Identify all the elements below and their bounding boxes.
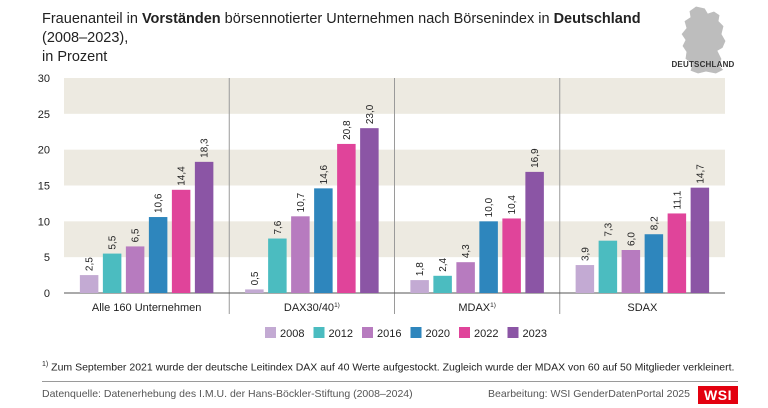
data-label: 16,9 [530, 148, 541, 168]
y-tick-label: 15 [38, 181, 50, 193]
bar-2023-1 [194, 161, 214, 293]
bar-2012-3 [433, 275, 452, 293]
data-label: 14,7 [695, 164, 706, 184]
data-label: 18,3 [200, 138, 211, 158]
footnote: 1) Zum September 2021 wurde der deutsche… [42, 361, 734, 374]
title-bold-deutschland: Deutschland [553, 11, 641, 27]
data-label: 4,3 [461, 244, 472, 258]
y-tick-label: 5 [44, 252, 50, 264]
footer-divider [42, 381, 738, 382]
credit: Bearbeitung: WSI GenderDatenPortal 2025 [488, 388, 690, 400]
data-label: 11,1 [672, 190, 683, 209]
bar-2023-3 [525, 171, 544, 293]
data-label: 7,3 [603, 222, 614, 236]
data-label: 7,6 [273, 220, 284, 234]
bar-2008-2 [245, 289, 264, 293]
data-label: 5,5 [108, 235, 119, 249]
data-label: 10,6 [154, 193, 165, 213]
bar-2008-3 [410, 280, 429, 293]
y-tick-label: 10 [38, 216, 50, 228]
y-tick-label: 0 [44, 288, 50, 300]
data-source: Datenquelle: Datenerhebung des I.M.U. de… [42, 388, 413, 400]
legend-label-2023: 2023 [523, 328, 547, 340]
y-tick-label: 30 [38, 73, 50, 85]
bar-2023-2 [360, 128, 379, 293]
legend-label-2008: 2008 [280, 328, 304, 340]
wsi-logo: WSI [698, 386, 738, 404]
footnote-marker: 1) [42, 361, 49, 368]
bar-2012-2 [268, 238, 287, 293]
chart-title: Frauenanteil in Vorständen börsennotiert… [42, 10, 662, 67]
legend-swatch-2023 [507, 327, 519, 338]
bar-2012-4 [598, 240, 618, 293]
bar-2016-4 [621, 250, 641, 293]
bar-2022-2 [337, 143, 356, 293]
bar-2016-3 [456, 262, 475, 293]
bar-2023-4 [690, 187, 710, 293]
data-label: 14,6 [319, 164, 330, 184]
legend-swatch-2022 [459, 327, 470, 338]
category-footnote-marker: 1) [490, 302, 496, 309]
legend-label-2020: 2020 [426, 328, 450, 340]
data-label: 2,4 [438, 257, 449, 271]
data-label: 6,0 [626, 232, 637, 246]
legend-swatch-2016 [362, 327, 373, 338]
y-tick-label: 20 [38, 145, 50, 157]
y-tick-label: 25 [38, 109, 50, 121]
bar-2022-4 [667, 213, 687, 293]
data-label: 10,7 [296, 192, 307, 212]
bar-2012-1 [102, 253, 122, 293]
data-label: 8,2 [649, 216, 660, 230]
category-label: MDAX1) [458, 302, 496, 314]
legend-swatch-2012 [313, 327, 325, 338]
data-label: 23,0 [365, 104, 376, 124]
data-label: 20,8 [342, 120, 353, 140]
category-label: Alle 160 Unternehmen [92, 302, 201, 314]
bar-2008-4 [575, 265, 595, 293]
legend-swatch-2020 [410, 327, 422, 338]
germany-map-icon [680, 5, 727, 75]
data-label: 10,0 [484, 197, 495, 217]
data-label: 14,4 [177, 166, 188, 186]
bar-2022-1 [171, 189, 191, 293]
category-label: DAX30/401) [284, 302, 340, 314]
map-label: DEUTSCHLAND [671, 60, 735, 69]
data-label: 2,5 [85, 257, 96, 271]
title-part1: Frauenanteil in [42, 11, 142, 27]
bar-2020-3 [479, 221, 498, 293]
category-footnote-marker: 1) [334, 302, 340, 309]
bar-2008-1 [79, 275, 99, 293]
legend-label-2012: 2012 [329, 328, 353, 340]
data-label: 1,8 [415, 262, 426, 276]
legend-label-2016: 2016 [377, 328, 401, 340]
legend-swatch-2008 [265, 327, 276, 338]
category-label: SDAX [627, 302, 658, 314]
title-line2: in Prozent [42, 49, 108, 65]
data-label: 3,9 [580, 247, 591, 261]
bar-2020-1 [148, 217, 168, 293]
title-bold-vorstaende: Vorständen [141, 11, 221, 27]
footnote-text: Zum September 2021 wurde der deutsche Le… [48, 361, 735, 374]
data-label: 6,5 [131, 228, 142, 242]
bar-2016-1 [125, 246, 145, 293]
data-label: 0,5 [250, 271, 261, 285]
title-part3: (2008–2023), [42, 30, 129, 46]
data-label: 10,4 [507, 195, 518, 215]
bar-chart: 0 5 10 15 20 25 30 2,5 5,5 6,5 10,6 14,4 18,3 Alle 16… [38, 73, 725, 340]
bar-2016-2 [291, 216, 310, 293]
bar-2020-4 [644, 234, 664, 293]
bar-2020-2 [314, 188, 333, 293]
legend-label-2022: 2022 [474, 328, 498, 340]
bar-2022-3 [502, 218, 521, 293]
title-part2: börsennotierter Unternehmen nach Börseni… [220, 11, 554, 27]
